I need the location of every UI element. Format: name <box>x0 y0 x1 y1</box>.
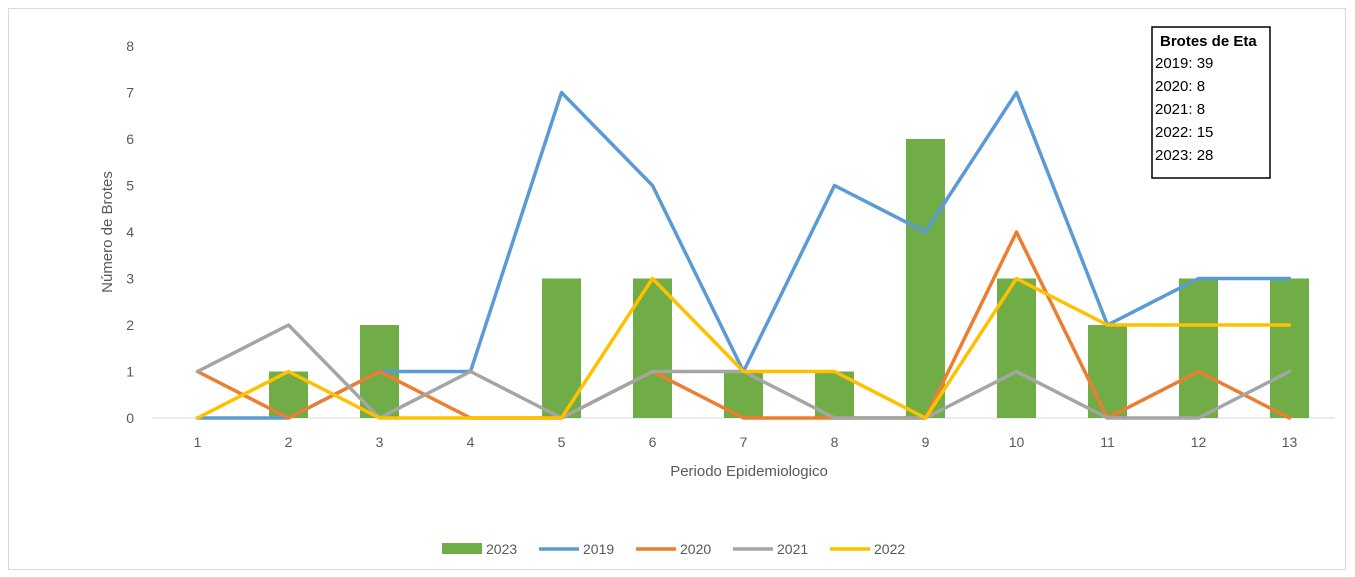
x-axis-ticks: 1 2 3 4 5 6 7 8 9 10 11 12 13 <box>194 434 1298 450</box>
bar-series-2023 <box>269 139 1309 418</box>
legend-label-2019: 2019 <box>583 541 614 557</box>
annotation-line-2023: 2023: 28 <box>1155 147 1213 164</box>
x-tick-label: 9 <box>922 434 930 450</box>
annotation-line-2022: 2022: 15 <box>1155 124 1213 141</box>
y-tick-label: 8 <box>126 38 134 54</box>
y-axis-title: Número de Brotes <box>99 171 116 293</box>
y-tick-label: 1 <box>126 364 134 380</box>
x-tick-label: 12 <box>1191 434 1207 450</box>
x-tick-label: 11 <box>1100 434 1115 450</box>
bar <box>542 278 581 418</box>
x-tick-label: 3 <box>376 434 384 450</box>
y-tick-label: 2 <box>126 317 134 333</box>
legend-label-2021: 2021 <box>777 541 808 557</box>
x-tick-label: 10 <box>1009 434 1025 450</box>
bar <box>1270 278 1309 418</box>
legend-label-2020: 2020 <box>680 541 711 557</box>
chart-frame <box>8 8 1346 570</box>
bar <box>633 278 672 418</box>
legend-swatch-2023 <box>442 543 482 554</box>
bar <box>1179 278 1218 418</box>
y-tick-label: 3 <box>126 271 134 287</box>
y-tick-label: 0 <box>126 410 134 426</box>
x-tick-label: 6 <box>649 434 657 450</box>
series-line-2022 <box>195 276 1292 420</box>
annotation-title: Brotes de Eta <box>1160 33 1257 50</box>
bar <box>906 139 945 418</box>
line-series-group <box>195 90 1292 420</box>
x-tick-label: 4 <box>467 434 475 450</box>
y-tick-label: 5 <box>126 178 134 194</box>
legend-label-2023: 2023 <box>486 541 517 557</box>
bar <box>1088 325 1127 418</box>
x-tick-label: 7 <box>740 434 748 450</box>
y-axis-ticks: 0 1 2 3 4 5 6 7 8 <box>126 38 134 426</box>
x-axis-title: Periodo Epidemiologico <box>670 463 828 480</box>
legend: 2023 2019 2020 2021 2022 <box>442 541 905 557</box>
annotation-border <box>1151 26 1271 179</box>
x-tick-label: 1 <box>194 434 202 450</box>
x-tick-label: 8 <box>831 434 839 450</box>
annotation-line-2019: 2019: 39 <box>1155 55 1213 72</box>
annotation-line-2020: 2020: 8 <box>1155 78 1205 95</box>
x-tick-label: 2 <box>285 434 293 450</box>
y-tick-label: 4 <box>126 224 134 240</box>
legend-label-2022: 2022 <box>874 541 905 557</box>
x-tick-label: 5 <box>558 434 566 450</box>
annotation-box: Brotes de Eta 2019: 39 2020: 8 2021: 8 2… <box>1151 26 1271 179</box>
y-tick-label: 7 <box>126 85 134 101</box>
x-tick-label: 13 <box>1282 434 1298 450</box>
bar <box>997 278 1036 418</box>
y-tick-label: 6 <box>126 131 134 147</box>
annotation-line-2021: 2021: 8 <box>1155 101 1205 118</box>
